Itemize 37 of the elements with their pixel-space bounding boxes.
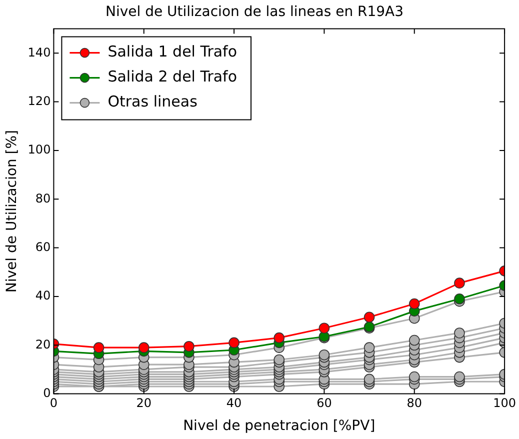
x-tick-label: 80 <box>406 396 422 410</box>
y-tick-label: 0 <box>43 386 51 400</box>
point <box>408 298 420 310</box>
point <box>364 342 375 353</box>
point <box>93 342 104 353</box>
point <box>454 328 465 338</box>
point <box>454 371 465 382</box>
point <box>318 322 330 334</box>
point <box>274 354 285 366</box>
point <box>318 349 330 360</box>
x-tick-label: 100 <box>493 396 516 410</box>
legend-label: Salida 2 del Trafo <box>108 68 238 86</box>
legend-label: Salida 1 del Trafo <box>108 42 238 61</box>
x-tick-label: 20 <box>136 396 152 410</box>
legend-label: Otras lineas <box>108 92 198 111</box>
point <box>364 312 375 323</box>
x-tick-label: 40 <box>226 396 242 410</box>
x-tick-label: 60 <box>316 396 332 410</box>
x-axis-title: Nivel de penetracion [%PV] <box>183 418 376 434</box>
point <box>364 374 375 385</box>
y-tick-label: 140 <box>28 45 51 60</box>
point <box>228 337 240 348</box>
point <box>454 278 465 288</box>
y-tick-label: 60 <box>35 240 51 254</box>
y-tick-label: 20 <box>35 337 51 352</box>
y-tick-label: 40 <box>35 288 51 303</box>
y-axis-title: Nivel de Utilizacion [%] <box>4 130 20 293</box>
point <box>184 340 194 352</box>
y-tick-label: 100 <box>28 142 51 157</box>
y-tick-label: 120 <box>28 94 51 108</box>
point <box>408 334 420 346</box>
point <box>274 332 285 344</box>
point <box>408 371 420 382</box>
chart-title: Nivel de Utilizacion de las lineas en R19A3 <box>105 4 404 20</box>
point <box>454 294 465 304</box>
point <box>138 342 150 353</box>
y-tick-label: 80 <box>35 191 51 206</box>
